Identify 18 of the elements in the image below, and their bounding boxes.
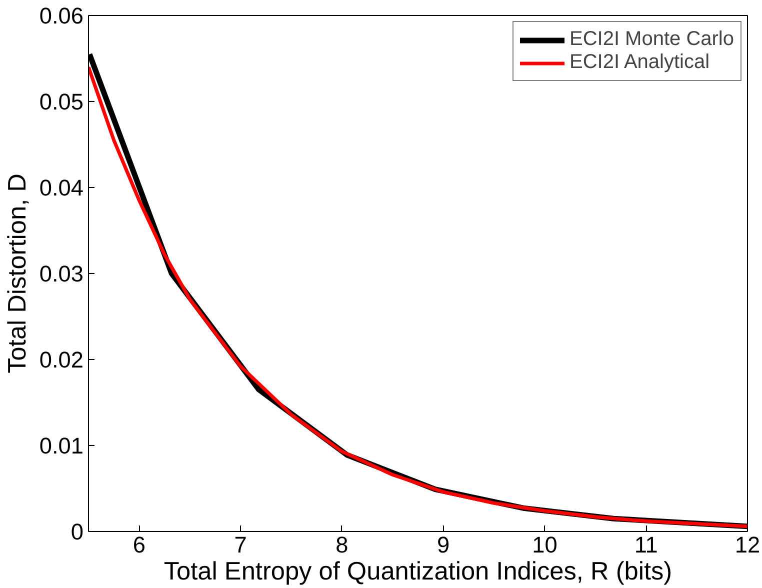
y-tick-label: 0.01 [39,432,84,458]
x-tick-label: 9 [437,532,450,558]
x-tick-label: 12 [734,532,760,558]
legend-label: ECI2I Analytical [569,51,710,74]
x-tick-label: 10 [532,532,558,558]
y-axis-title: Total Distortion, D [3,174,32,374]
x-tick-label: 8 [336,532,348,558]
y-tick-label: 0 [70,518,84,544]
x-axis-title: Total Entropy of Quantization Indices, R (bits) [164,558,672,586]
legend-label: ECI2I Monte Carlo [569,28,734,51]
y-tick-label: 0.05 [39,88,84,114]
y-tick-label: 0.06 [39,2,84,28]
x-tick-label: 11 [634,532,658,558]
x-tick-label: 7 [234,532,247,558]
x-tick-label: 6 [132,532,146,558]
y-tick-label: 0.03 [39,260,84,286]
y-tick-label: 0.04 [39,174,84,200]
y-tick-label: 0.02 [39,346,84,372]
